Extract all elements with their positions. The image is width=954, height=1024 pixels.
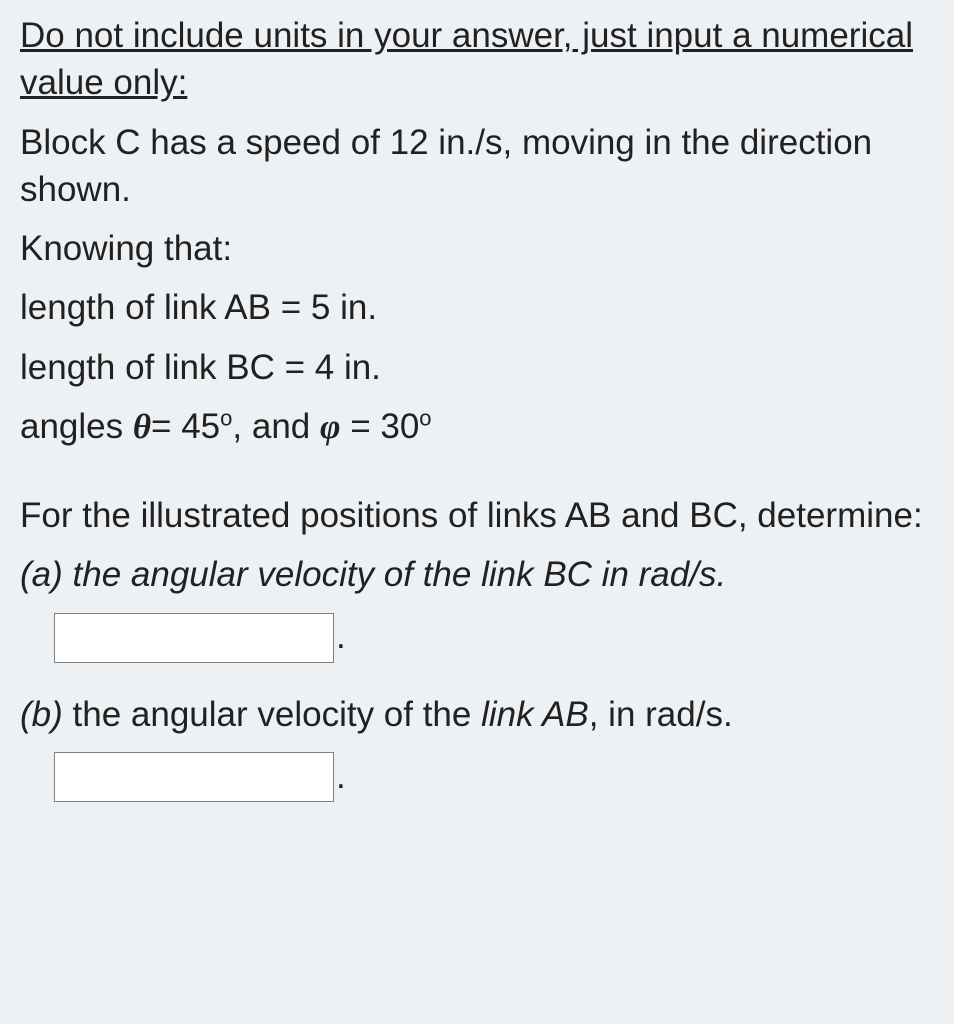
problem-statement: Block C has a speed of 12 in./s, moving … [20,119,934,214]
given-bc: length of link BC = 4 in. [20,344,934,391]
part-a-text: the angular velocity of the link BC in r… [63,555,726,594]
theta-value: = 45 [151,407,220,446]
given-angles: angles θ= 45o, and φ = 30o [20,403,934,450]
knowing-label: Knowing that: [20,225,934,272]
phi-value: = 30 [340,407,419,446]
part-a-label: (a) [20,555,63,594]
part-a-input[interactable] [54,613,334,663]
part-b-input[interactable] [54,752,334,802]
part-b-question: (b) the angular velocity of the link AB,… [20,691,934,738]
part-b-text-before: the angular velocity of the [63,695,481,734]
determine-line: For the illustrated positions of links A… [20,492,934,539]
degree-2: o [419,405,431,430]
part-b-text-after: , in rad/s. [589,695,733,734]
part-a-question: (a) the angular velocity of the link BC … [20,551,934,598]
angles-mid: , and [232,407,320,446]
instruction-text: Do not include units in your answer, jus… [20,12,934,107]
given-ab: length of link AB = 5 in. [20,284,934,331]
phi-symbol: φ [320,407,340,446]
part-b-italic: link AB [481,695,589,734]
part-b-period: . [336,753,346,802]
degree-1: o [220,405,232,430]
part-a-input-row: . [54,613,934,663]
part-a-period: . [336,613,346,662]
angles-prefix: angles [20,407,133,446]
part-b-label: (b) [20,695,63,734]
theta-symbol: θ [133,407,151,446]
part-b-input-row: . [54,752,934,802]
